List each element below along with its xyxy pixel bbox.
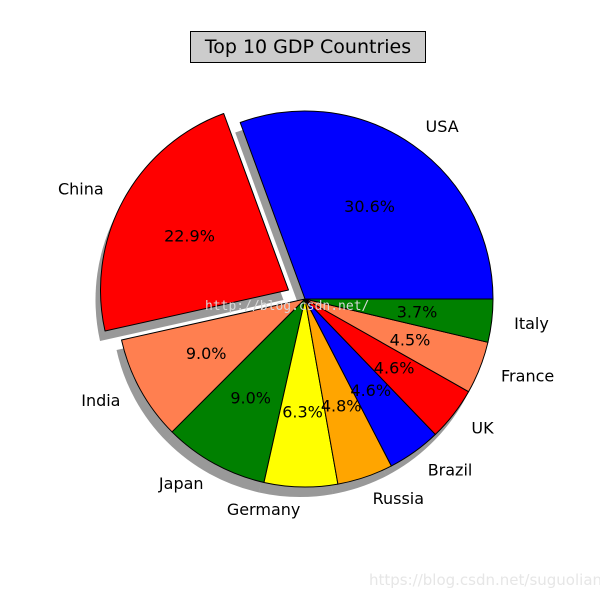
pct-label-italy: 3.7%: [397, 303, 438, 322]
slice-label-usa: USA: [426, 117, 459, 136]
corner-watermark: https://blog.csdn.net/suguoliang: [369, 571, 600, 589]
percent-labels: 30.6%22.9%9.0%9.0%6.3%4.8%4.6%4.6%4.5%3.…: [164, 197, 437, 421]
slice-label-japan: Japan: [158, 474, 204, 493]
pct-label-france: 4.5%: [390, 331, 431, 350]
chart-title: Top 10 GDP Countries: [190, 31, 426, 63]
pct-label-japan: 9.0%: [230, 388, 271, 407]
pct-label-india: 9.0%: [186, 344, 227, 363]
pct-label-china: 22.9%: [164, 226, 215, 245]
pie-slices: [100, 110, 494, 488]
pct-label-germany: 6.3%: [282, 402, 323, 421]
pct-label-brazil: 4.6%: [350, 381, 391, 400]
pct-label-uk: 4.6%: [374, 359, 415, 378]
center-watermark: http://blog.csdn.net/: [205, 299, 370, 314]
slice-china: [100, 113, 289, 332]
slice-india: [121, 298, 306, 433]
slice-label-india: India: [81, 391, 120, 410]
slice-japan: [171, 298, 306, 483]
slice-label-germany: Germany: [227, 500, 301, 519]
slice-label-china: China: [58, 180, 104, 199]
slice-label-france: France: [501, 366, 554, 385]
slice-label-italy: Italy: [514, 314, 549, 333]
slice-italy: [304, 298, 494, 343]
slice-label-brazil: Brazil: [428, 461, 473, 480]
pct-label-usa: 30.6%: [344, 197, 395, 216]
slice-label-uk: UK: [471, 419, 494, 438]
pct-label-russia: 4.8%: [321, 396, 362, 415]
slice-label-russia: Russia: [373, 489, 424, 508]
chart-title-text: Top 10 GDP Countries: [204, 36, 412, 58]
slice-usa: [239, 110, 494, 300]
